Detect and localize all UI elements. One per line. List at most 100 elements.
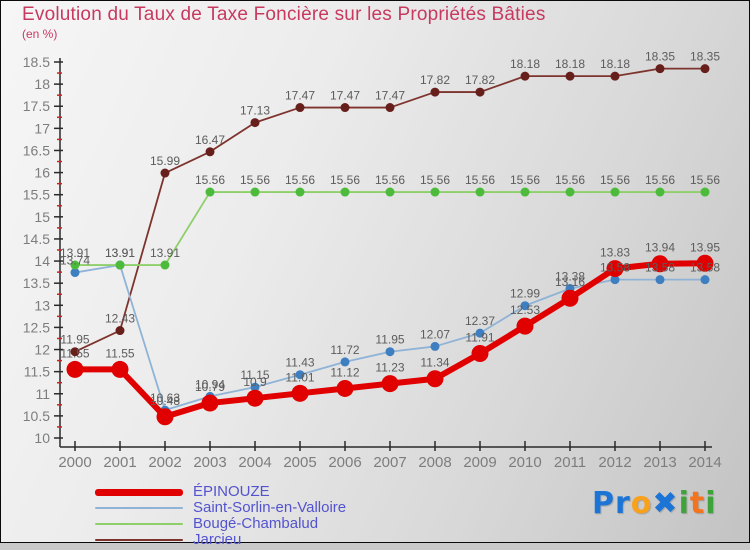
data-point [66, 360, 84, 378]
legend-label: Bougé-Chambalud [193, 515, 319, 532]
data-point [520, 301, 530, 311]
data-point-label: 17.47 [330, 89, 360, 103]
data-point [385, 103, 395, 113]
y-tick-label: 10.5 [23, 408, 50, 424]
data-point [160, 168, 170, 178]
data-point [565, 71, 575, 81]
y-tick-label: 12 [34, 342, 50, 358]
data-point-label: 15.56 [600, 173, 630, 187]
data-point [291, 384, 309, 402]
data-point [205, 187, 215, 197]
data-point-label: 12.53 [510, 303, 540, 317]
data-point [340, 187, 350, 197]
legend-item: Saint-Sorlin-en-Valloire [95, 500, 346, 516]
chart-title: Evolution du Taux de Taxe Foncière sur l… [22, 4, 546, 25]
x-tick-label: 2001 [103, 454, 136, 471]
data-point-label: 11.55 [60, 346, 89, 360]
legend-label: ÉPINOUZE [193, 483, 270, 500]
data-point-label: 11.91 [465, 331, 494, 345]
y-tick-label: 15 [34, 209, 50, 225]
data-point [520, 71, 530, 81]
data-point [295, 370, 305, 380]
data-point [385, 347, 395, 357]
data-point-label: 15.56 [555, 173, 585, 187]
data-point-label: 13.95 [690, 240, 720, 254]
data-point [205, 147, 215, 157]
x-tick-label: 2013 [643, 454, 676, 471]
data-point [295, 103, 305, 113]
data-point-label: 10.63 [150, 391, 180, 405]
y-tick-label: 17.5 [23, 98, 50, 114]
data-point-label: 17.47 [285, 89, 315, 103]
x-tick-label: 2003 [193, 454, 226, 471]
y-tick-label: 13.5 [23, 275, 50, 291]
y-tick-label: 14 [34, 253, 50, 269]
y-tick-label: 11.5 [24, 364, 50, 380]
legend-swatch [95, 523, 183, 525]
data-point-label: 11.15 [240, 368, 269, 382]
y-tick-label: 11 [35, 386, 50, 402]
x-tick-label: 2011 [554, 454, 586, 471]
x-tick-label: 2002 [148, 454, 181, 471]
data-point-label: 12.07 [420, 327, 450, 341]
legend-item: Jarcieu [95, 532, 346, 548]
data-point [475, 328, 485, 338]
y-tick-label: 15.5 [23, 187, 50, 203]
chart-subtitle: (en %) [22, 27, 58, 41]
data-point-label: 11.95 [60, 333, 89, 347]
data-point [336, 379, 354, 397]
data-point-label: 11.95 [375, 333, 404, 347]
data-point [475, 87, 485, 97]
y-tick-label: 16.5 [23, 142, 50, 158]
data-point-label: 11.55 [105, 346, 134, 360]
data-point [655, 187, 665, 197]
data-point-label: 13.74 [60, 254, 90, 268]
data-point [475, 187, 485, 197]
data-point [655, 275, 665, 285]
y-tick-label: 16 [34, 165, 50, 181]
data-point-label: 15.56 [465, 173, 495, 187]
data-point [340, 103, 350, 113]
data-point [70, 347, 80, 357]
chart: 10 10.5 11 11.5 12 12.5 13 13.5 14 14.5 15 15.5 16 16… [23, 50, 722, 471]
x-tick-label: 2010 [508, 454, 541, 471]
data-point [115, 326, 125, 336]
data-point [160, 260, 170, 270]
data-point-label: 10.94 [195, 377, 225, 391]
data-point-label: 11.01 [285, 370, 314, 384]
y-tick-label: 10 [34, 430, 50, 446]
data-point [430, 341, 440, 351]
x-tick-label: 2004 [238, 454, 271, 471]
data-point-label: 15.56 [375, 173, 405, 187]
y-tick-label: 18 [34, 76, 50, 92]
data-point-label: 18.35 [690, 50, 720, 64]
data-point-label: 11.23 [375, 361, 404, 375]
legend-label: Saint-Sorlin-en-Valloire [193, 499, 347, 516]
data-point-label: 18.18 [510, 57, 540, 71]
data-point-label: 12.99 [510, 287, 540, 301]
logo-letter: o [630, 486, 653, 521]
logo-letter: ✖ [652, 486, 679, 521]
data-point [340, 357, 350, 367]
data-point-label: 11.72 [330, 343, 359, 357]
data-point-label: 17.82 [420, 73, 450, 87]
data-point-label: 13.94 [645, 241, 675, 255]
data-point-label: 12.37 [465, 314, 495, 328]
data-point-label: 13.91 [60, 246, 90, 260]
data-point [250, 382, 260, 392]
data-point-label: 15.56 [330, 173, 360, 187]
legend-swatch [95, 507, 183, 509]
data-point [565, 187, 575, 197]
data-point [655, 64, 665, 74]
data-point [250, 118, 260, 128]
data-point-label: 16.47 [195, 133, 225, 147]
data-point-label: 13.16 [555, 275, 585, 289]
data-point-label: 15.56 [690, 173, 720, 187]
data-point-label: 11.34 [420, 356, 449, 370]
data-point-label: 10.48 [150, 394, 180, 408]
data-point-label: 13.58 [600, 261, 630, 275]
logo-letter: r [615, 486, 631, 521]
logo-letter: t [689, 486, 706, 521]
data-point [700, 187, 710, 197]
